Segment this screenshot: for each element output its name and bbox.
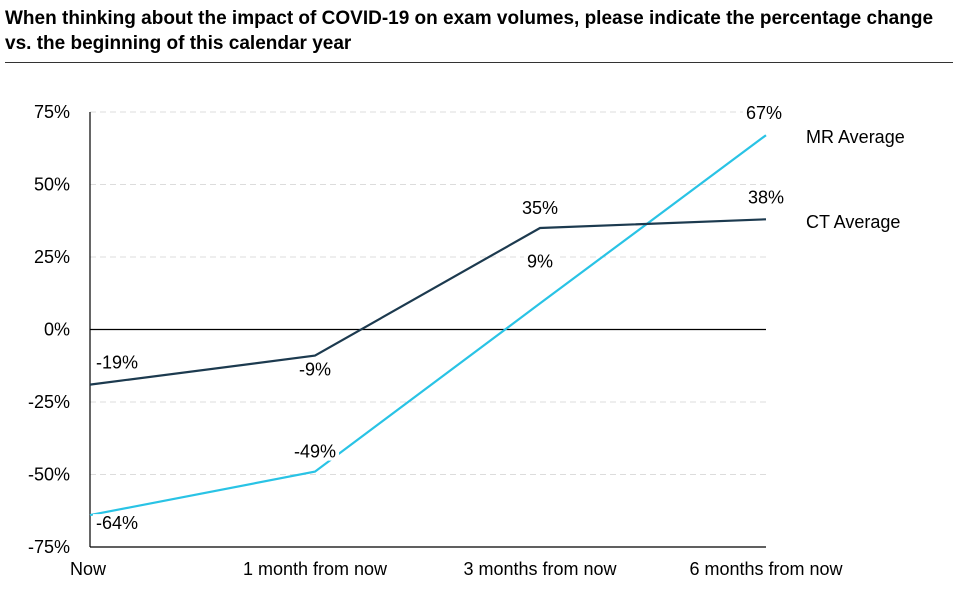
data-label: 9% — [527, 251, 553, 271]
data-label-background — [93, 353, 142, 372]
legend-label-ct: CT Average — [806, 212, 900, 232]
data-label: -9% — [299, 360, 331, 380]
y-tick-label: 75% — [34, 102, 70, 122]
chart-title: When thinking about the impact of COVID-… — [5, 8, 934, 54]
x-tick-label: Now — [70, 559, 107, 579]
data-label: -49% — [294, 442, 336, 462]
y-tick-label: -50% — [28, 465, 70, 485]
data-label: -19% — [96, 353, 138, 373]
data-label-background — [295, 360, 335, 379]
y-tick-label: 50% — [34, 175, 70, 195]
y-tick-label: -25% — [28, 392, 70, 412]
data-label-background — [290, 442, 340, 461]
series-line-ct — [89, 218, 767, 386]
x-tick-label: 6 months from now — [689, 559, 843, 579]
title-divider — [5, 62, 953, 63]
data-label-background — [518, 199, 562, 217]
data-label: 67% — [746, 103, 782, 123]
data-label: 35% — [522, 198, 558, 218]
data-label-background — [744, 188, 788, 207]
legend-label-mr: MR Average — [806, 127, 905, 147]
data-label: -64% — [96, 513, 138, 533]
data-label-background — [93, 514, 142, 533]
y-tick-label: -75% — [28, 537, 70, 557]
data-label: 38% — [748, 187, 784, 207]
data-label-background — [742, 104, 786, 123]
x-tick-label: 3 months from now — [463, 559, 617, 579]
x-tick-label: 1 month from now — [243, 559, 388, 579]
data-label-background — [523, 252, 557, 271]
y-tick-label: 0% — [44, 320, 70, 340]
y-tick-label: 25% — [34, 247, 70, 267]
series-line-mr — [89, 134, 767, 517]
